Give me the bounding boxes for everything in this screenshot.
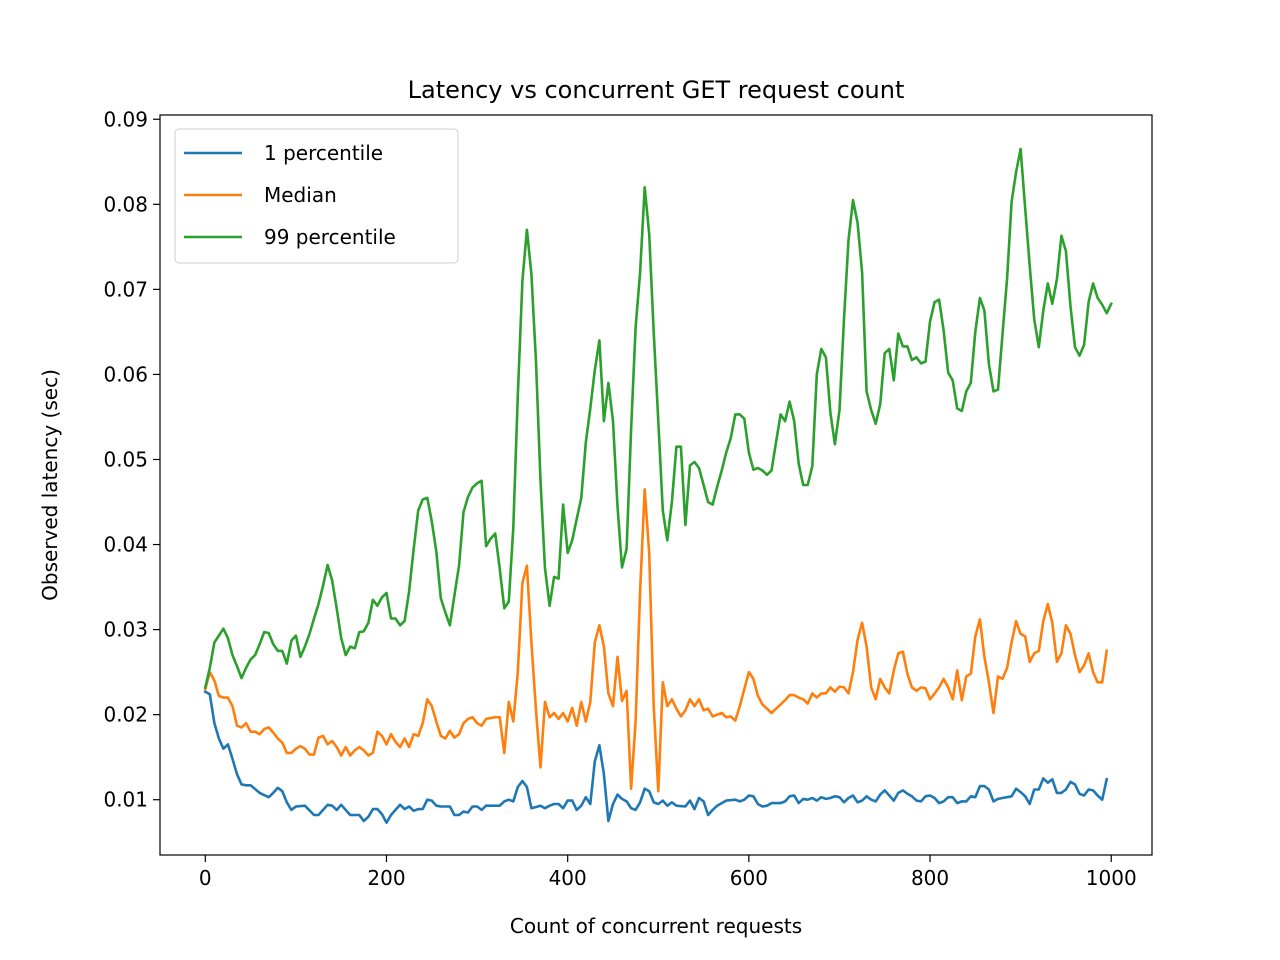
y-tick-label: 0.09: [103, 107, 148, 131]
x-tick-label: 600: [730, 866, 768, 890]
x-axis-label: Count of concurrent requests: [510, 914, 802, 938]
y-tick-label: 0.03: [103, 618, 148, 642]
y-tick-label: 0.06: [103, 362, 148, 386]
x-tick-label: 0: [199, 866, 212, 890]
x-tick-label: 1000: [1086, 866, 1137, 890]
y-tick-label: 0.05: [103, 447, 148, 471]
x-tick-label: 200: [367, 866, 405, 890]
legend-label-2: 99 percentile: [264, 225, 396, 249]
legend: 1 percentile Median 99 percentile: [174, 128, 459, 264]
x-tick-label: 400: [549, 866, 587, 890]
chart-title: Latency vs concurrent GET request count: [408, 76, 905, 104]
y-tick-label: 0.07: [103, 277, 148, 301]
legend-label-0: 1 percentile: [264, 141, 383, 165]
y-tick-label: 0.04: [103, 533, 148, 557]
y-tick-label: 0.02: [103, 703, 148, 727]
plot-area: [159, 114, 1153, 856]
y-axis-label: Observed latency (sec): [38, 369, 62, 601]
y-axis: 0.01 0.02 0.03 0.04 0.05 0.06 0.07 0.08 0.09: [103, 107, 160, 812]
series-line-0: [203, 689, 1109, 824]
series-layer: [203, 147, 1113, 824]
y-tick-label: 0.01: [103, 788, 148, 812]
legend-label-1: Median: [264, 183, 337, 207]
legend-box: [174, 128, 459, 264]
series-line-2: [203, 147, 1113, 689]
y-tick-label: 0.08: [103, 192, 148, 216]
x-axis: 0 200 400 600 800 1000: [199, 855, 1137, 890]
x-tick-label: 800: [911, 866, 949, 890]
series-line-1: [203, 488, 1109, 793]
